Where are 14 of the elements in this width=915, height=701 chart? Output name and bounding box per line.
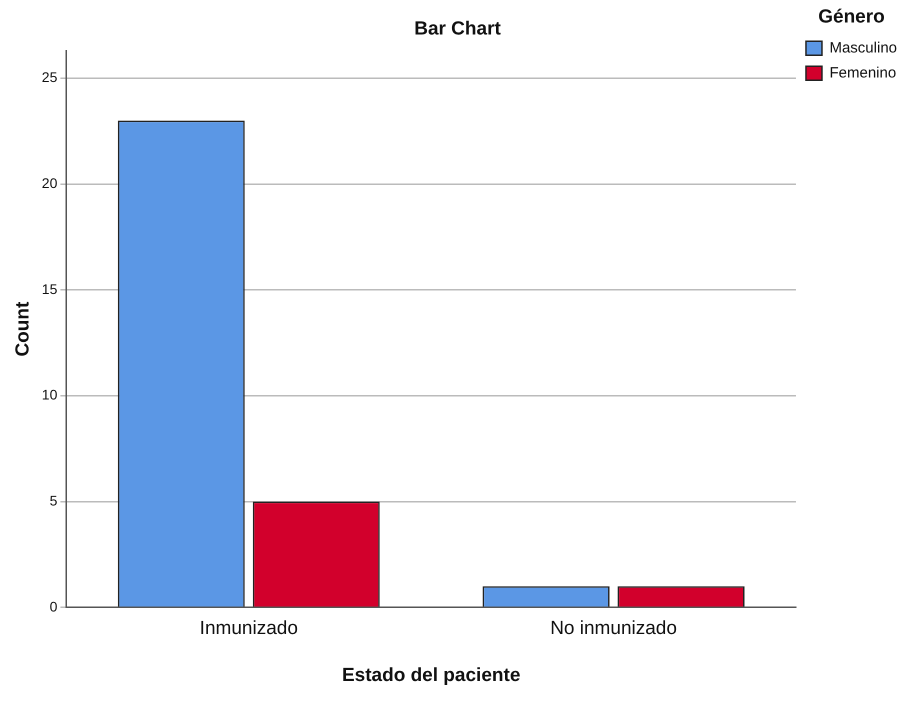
legend-title: Género (818, 6, 885, 28)
y-tick-label: 25 (42, 69, 58, 86)
x-tick-label: No inmunizado (550, 618, 677, 640)
y-axis-title: Count (12, 301, 34, 357)
y-tick-label: 20 (42, 174, 58, 191)
y-tick-label: 0 (50, 598, 58, 614)
legend-label: Masculino (829, 39, 897, 56)
x-axis-title: Estado del paciente (342, 664, 520, 686)
y-tick-label: 10 (42, 386, 58, 403)
chart-title: Bar Chart (414, 18, 502, 40)
y-tick-label: 5 (50, 492, 58, 508)
x-tick-label: Inmunizado (200, 618, 298, 640)
y-tick-label: 15 (42, 280, 58, 297)
legend-label: Femenino (829, 64, 896, 82)
